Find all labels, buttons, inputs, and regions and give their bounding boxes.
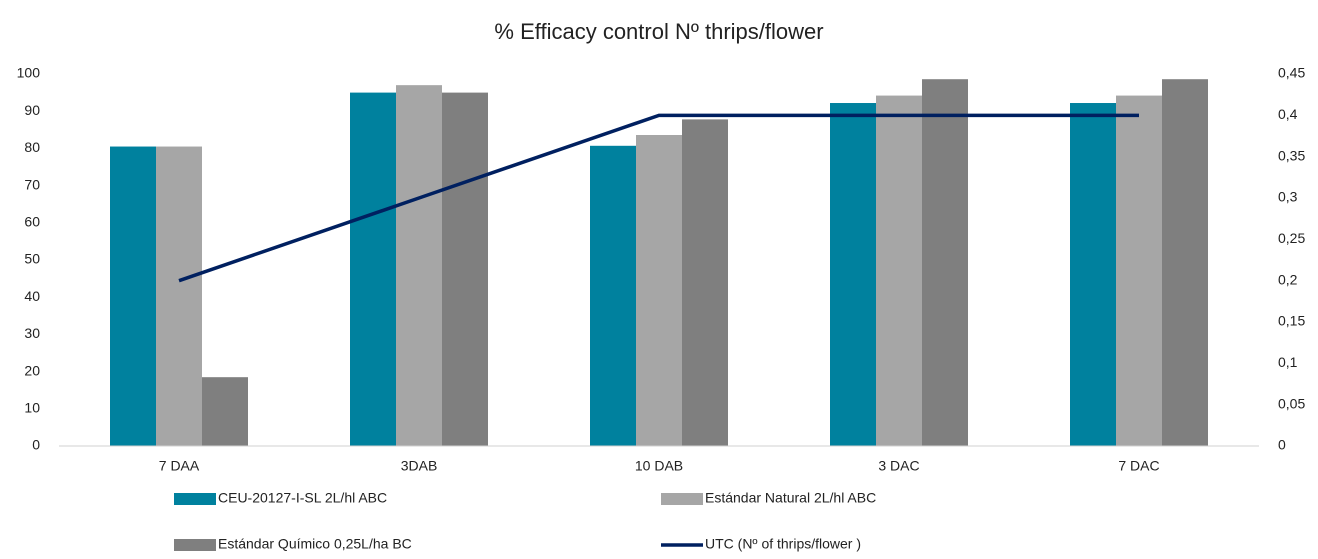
y2-tick-label: 0,25: [1278, 230, 1305, 246]
legend-label: UTC (Nº of thrips/flower ): [705, 536, 861, 552]
legend-swatch: [174, 539, 216, 551]
bar: [1162, 79, 1208, 446]
y-tick-label: 20: [24, 362, 40, 378]
bar: [590, 145, 636, 446]
bar: [1116, 95, 1162, 447]
x-tick-label: 3 DAC: [878, 458, 919, 474]
x-tick-label: 3DAB: [401, 458, 438, 474]
y-tick-label: 0: [32, 437, 40, 453]
chart-title: % Efficacy control Nº thrips/flower: [494, 19, 823, 44]
y2-tick-label: 0,4: [1278, 106, 1298, 122]
bar: [156, 146, 202, 447]
y-tick-label: 50: [24, 251, 40, 267]
y-tick-label: 40: [24, 288, 40, 304]
bar: [830, 103, 876, 447]
y2-tick-label: 0,05: [1278, 395, 1305, 411]
legend-label: CEU-20127-I-SL 2L/hl ABC: [218, 490, 387, 506]
bar: [442, 92, 488, 446]
legend-label: Estándar Natural 2L/hl ABC: [705, 490, 876, 506]
bar: [396, 85, 442, 446]
y-tick-label: 60: [24, 214, 40, 230]
y-tick-label: 30: [24, 325, 40, 341]
legend-label: Estándar Químico 0,25L/ha BC: [218, 536, 412, 552]
y-tick-label: 10: [24, 400, 40, 416]
y2-tick-label: 0,1: [1278, 354, 1298, 370]
x-tick-label: 10 DAB: [635, 458, 683, 474]
line: [178, 113, 1139, 283]
bar: [922, 79, 968, 446]
bar: [876, 95, 922, 447]
y2-tick-label: 0,2: [1278, 271, 1298, 287]
y-tick-label: 100: [17, 65, 41, 81]
x-tick-label: 7 DAA: [159, 458, 200, 474]
y2-tick-label: 0,15: [1278, 313, 1305, 329]
y2-tick-label: 0,45: [1278, 65, 1305, 81]
legend-swatch: [174, 493, 216, 505]
y-tick-label: 70: [24, 176, 40, 192]
bar: [636, 135, 682, 446]
bar: [682, 119, 728, 446]
y-tick-label: 90: [24, 102, 40, 118]
bar: [110, 146, 156, 447]
legend-swatch: [661, 493, 703, 505]
bar: [350, 92, 396, 446]
y2-tick-label: 0: [1278, 437, 1286, 453]
y2-tick-label: 0,35: [1278, 147, 1305, 163]
bar: [202, 377, 248, 446]
bar: [1070, 103, 1116, 447]
y2-tick-label: 0,3: [1278, 189, 1298, 205]
x-tick-label: 7 DAC: [1118, 458, 1159, 474]
y-tick-label: 80: [24, 139, 40, 155]
